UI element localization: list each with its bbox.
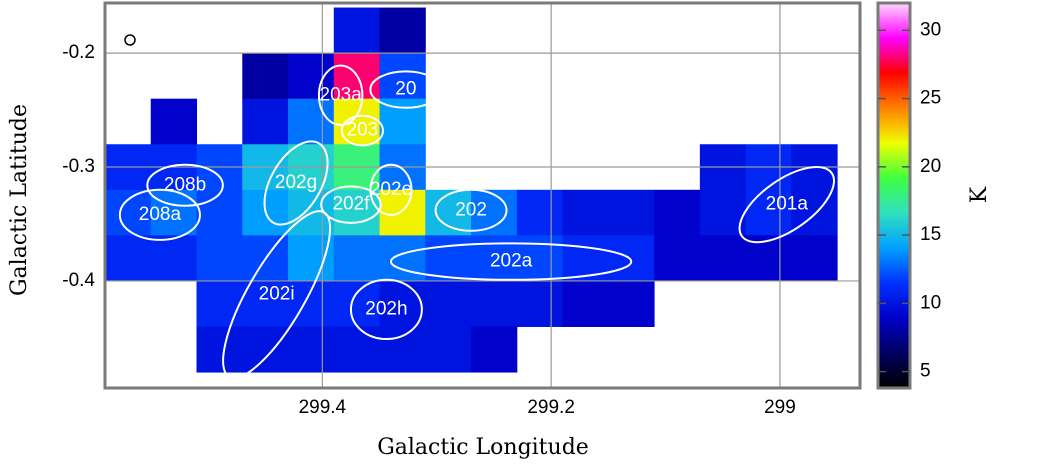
x-tick-label: 299.4	[299, 397, 347, 418]
colorbar-tick-label: 20	[920, 156, 941, 177]
heat-cell	[105, 235, 152, 282]
heat-cell	[608, 235, 655, 282]
heat-cell	[425, 189, 472, 236]
region-ellipse	[118, 188, 201, 241]
heat-cell	[196, 235, 243, 282]
heat-cell	[288, 326, 335, 373]
colorbar-tick-label: 25	[920, 88, 941, 109]
region-ellipse	[369, 70, 443, 109]
heat-cell	[516, 280, 564, 327]
colorbar-tick-label: 10	[920, 292, 941, 313]
heat-cell	[425, 235, 472, 282]
heat-cell	[608, 280, 655, 327]
heat-cell	[242, 280, 289, 327]
colorbar-tick-label: 30	[920, 19, 941, 40]
heat-cell	[471, 280, 518, 327]
region-ellipse	[434, 188, 508, 232]
heat-cell	[562, 280, 609, 327]
x-axis-label: Galactic Longitude	[377, 435, 589, 460]
colorbar-label: K	[967, 186, 992, 203]
region-ellipse	[369, 163, 413, 216]
heat-cell	[150, 235, 198, 282]
heat-cell	[379, 53, 426, 100]
heat-cell	[699, 235, 747, 282]
heat-cell	[333, 235, 381, 282]
colorbar	[876, 1, 912, 390]
heat-cell	[333, 280, 381, 327]
region-label: 201a	[766, 194, 809, 215]
heat-cell	[654, 235, 701, 282]
heat-cell	[379, 280, 426, 327]
region-ellipse	[317, 64, 364, 126]
heat-cell	[379, 326, 426, 373]
y-tick-label: -0.3	[62, 156, 95, 177]
region-ellipse	[263, 140, 329, 226]
heat-cell	[471, 326, 518, 373]
region-label: 202i	[259, 284, 295, 305]
heat-cell	[562, 235, 609, 282]
beam	[124, 34, 136, 46]
heat-cell	[471, 189, 518, 236]
colorbar-tick-label: 15	[920, 224, 941, 245]
region-ellipse	[320, 185, 382, 224]
heat-cell	[379, 7, 426, 54]
heat-cell	[288, 235, 335, 282]
x-tick-label: 299	[764, 397, 796, 418]
region-label: 202e	[370, 179, 412, 200]
region-label: 203	[347, 120, 379, 141]
region-ellipse	[389, 242, 633, 281]
heat-cell	[379, 235, 426, 282]
y-axis-label: Galactic Latitude	[7, 104, 32, 296]
heat-cell	[333, 98, 381, 145]
heat-cell	[242, 53, 289, 100]
region-label: 202h	[365, 298, 407, 319]
heat-cell	[791, 235, 838, 282]
heat-cell	[196, 326, 243, 373]
heat-cell	[562, 189, 609, 236]
heat-cell	[288, 53, 335, 100]
heat-cell	[516, 189, 564, 236]
region-ellipse	[222, 210, 332, 380]
x-tick-label: 299.2	[527, 397, 575, 418]
heat-cell	[379, 189, 426, 236]
frame	[103, 1, 862, 390]
heat-cell	[654, 189, 701, 236]
heat-cell	[150, 98, 198, 145]
heat-cell	[745, 189, 792, 236]
region-label: 208a	[139, 204, 182, 225]
region-label: 202a	[490, 251, 533, 272]
region-ellipse	[738, 166, 836, 244]
heat-cell	[791, 189, 838, 236]
heat-cell	[425, 280, 472, 327]
heat-cell	[196, 280, 243, 327]
region-label: 202g	[275, 172, 317, 193]
heat-cell	[196, 189, 243, 236]
heat-cell	[105, 189, 152, 236]
heat-cell	[608, 189, 655, 236]
heat-cell	[333, 7, 381, 54]
y-tick-label: -0.4	[62, 270, 95, 291]
region-label: 20	[395, 79, 416, 100]
region-label: 202	[455, 199, 487, 220]
y-tick-label: -0.2	[62, 42, 95, 63]
heat-cell	[242, 98, 289, 145]
region-label: 203a	[320, 84, 363, 105]
region-label: 202f	[332, 194, 370, 215]
colorbar-tick-label: 5	[920, 361, 931, 382]
heat-cell	[242, 326, 289, 373]
heat-cell	[699, 189, 747, 236]
heat-cell	[288, 98, 335, 145]
region-label: 208b	[164, 174, 206, 195]
region-ellipse	[349, 278, 423, 341]
region-ellipse	[146, 163, 224, 207]
heat-cell	[333, 326, 381, 373]
region-ellipse	[340, 114, 384, 147]
heat-cell	[425, 326, 472, 373]
map	[105, 7, 838, 373]
